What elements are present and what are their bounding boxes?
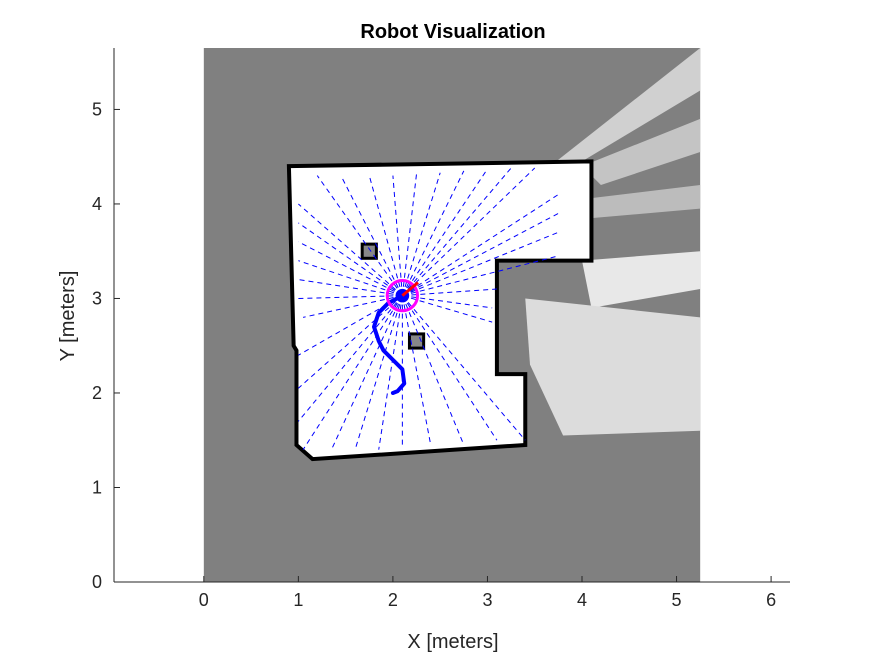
- trajectory-line: [372, 293, 407, 395]
- scan-ray: [401, 295, 498, 441]
- scan-ray: [401, 168, 488, 296]
- x-tick-label: 3: [482, 590, 492, 610]
- scan-ray: [402, 231, 559, 297]
- scan-ray: [402, 167, 536, 296]
- scan-ray: [378, 295, 403, 450]
- scan-ray: [401, 173, 418, 296]
- y-tick-label: 2: [92, 383, 102, 403]
- scan-ray: [402, 295, 493, 323]
- robot-ring: [385, 278, 419, 313]
- scan-ray: [402, 295, 493, 309]
- obstacle: [360, 242, 378, 260]
- scan-ray: [401, 295, 432, 446]
- scan-ray: [402, 288, 497, 297]
- x-tick-label: 2: [388, 590, 398, 610]
- partially-observed-region: [525, 298, 701, 436]
- x-tick-label: 4: [577, 590, 587, 610]
- robot-trajectory: [372, 293, 407, 395]
- scan-ray: [297, 295, 403, 422]
- y-tick-label: 4: [92, 194, 102, 214]
- y-tick-label: 5: [92, 99, 102, 119]
- scan-ray: [401, 172, 441, 296]
- partially-observed-region: [582, 185, 701, 219]
- scan-ray: [401, 167, 512, 296]
- y-tick-label: 1: [92, 477, 102, 497]
- occupied-walls: [286, 159, 594, 462]
- x-axis-label: X [meters]: [407, 631, 498, 653]
- scan-ray: [340, 175, 403, 296]
- scan-ray: [402, 212, 559, 297]
- y-axis-label: Y [meters]: [57, 271, 79, 362]
- x-tick-label: 6: [766, 590, 776, 610]
- robot-heading: [401, 281, 419, 297]
- scan-ray: [298, 241, 403, 297]
- lidar-scan-rays: [297, 167, 559, 450]
- x-tick-label: 1: [293, 590, 303, 610]
- scan-ray: [316, 175, 403, 296]
- x-tick-label: 5: [672, 590, 682, 610]
- y-tick-label: 0: [92, 572, 102, 592]
- partially-observed-region: [582, 118, 701, 186]
- scan-ray: [298, 260, 403, 297]
- plot-area: [203, 48, 701, 582]
- chart-title: Robot Visualization: [360, 21, 545, 43]
- occupancy-map: [203, 48, 701, 582]
- x-tick-label: 0: [199, 590, 209, 610]
- partially-observed-region: [582, 251, 701, 308]
- scan-ray: [401, 295, 526, 441]
- y-tick-label: 3: [92, 288, 102, 308]
- scan-ray: [331, 295, 403, 450]
- scan-ray: [298, 222, 403, 297]
- axes: 0 1 2 3 4 5 6 0 1 2 3 4 5: [92, 48, 790, 610]
- scan-ray: [302, 295, 403, 450]
- scan-ray: [302, 295, 403, 318]
- scan-ray: [368, 175, 403, 296]
- partially-observed-region: [544, 48, 701, 171]
- scan-ray: [402, 194, 559, 297]
- robot-marker: [385, 278, 419, 313]
- scan-ray: [392, 175, 403, 296]
